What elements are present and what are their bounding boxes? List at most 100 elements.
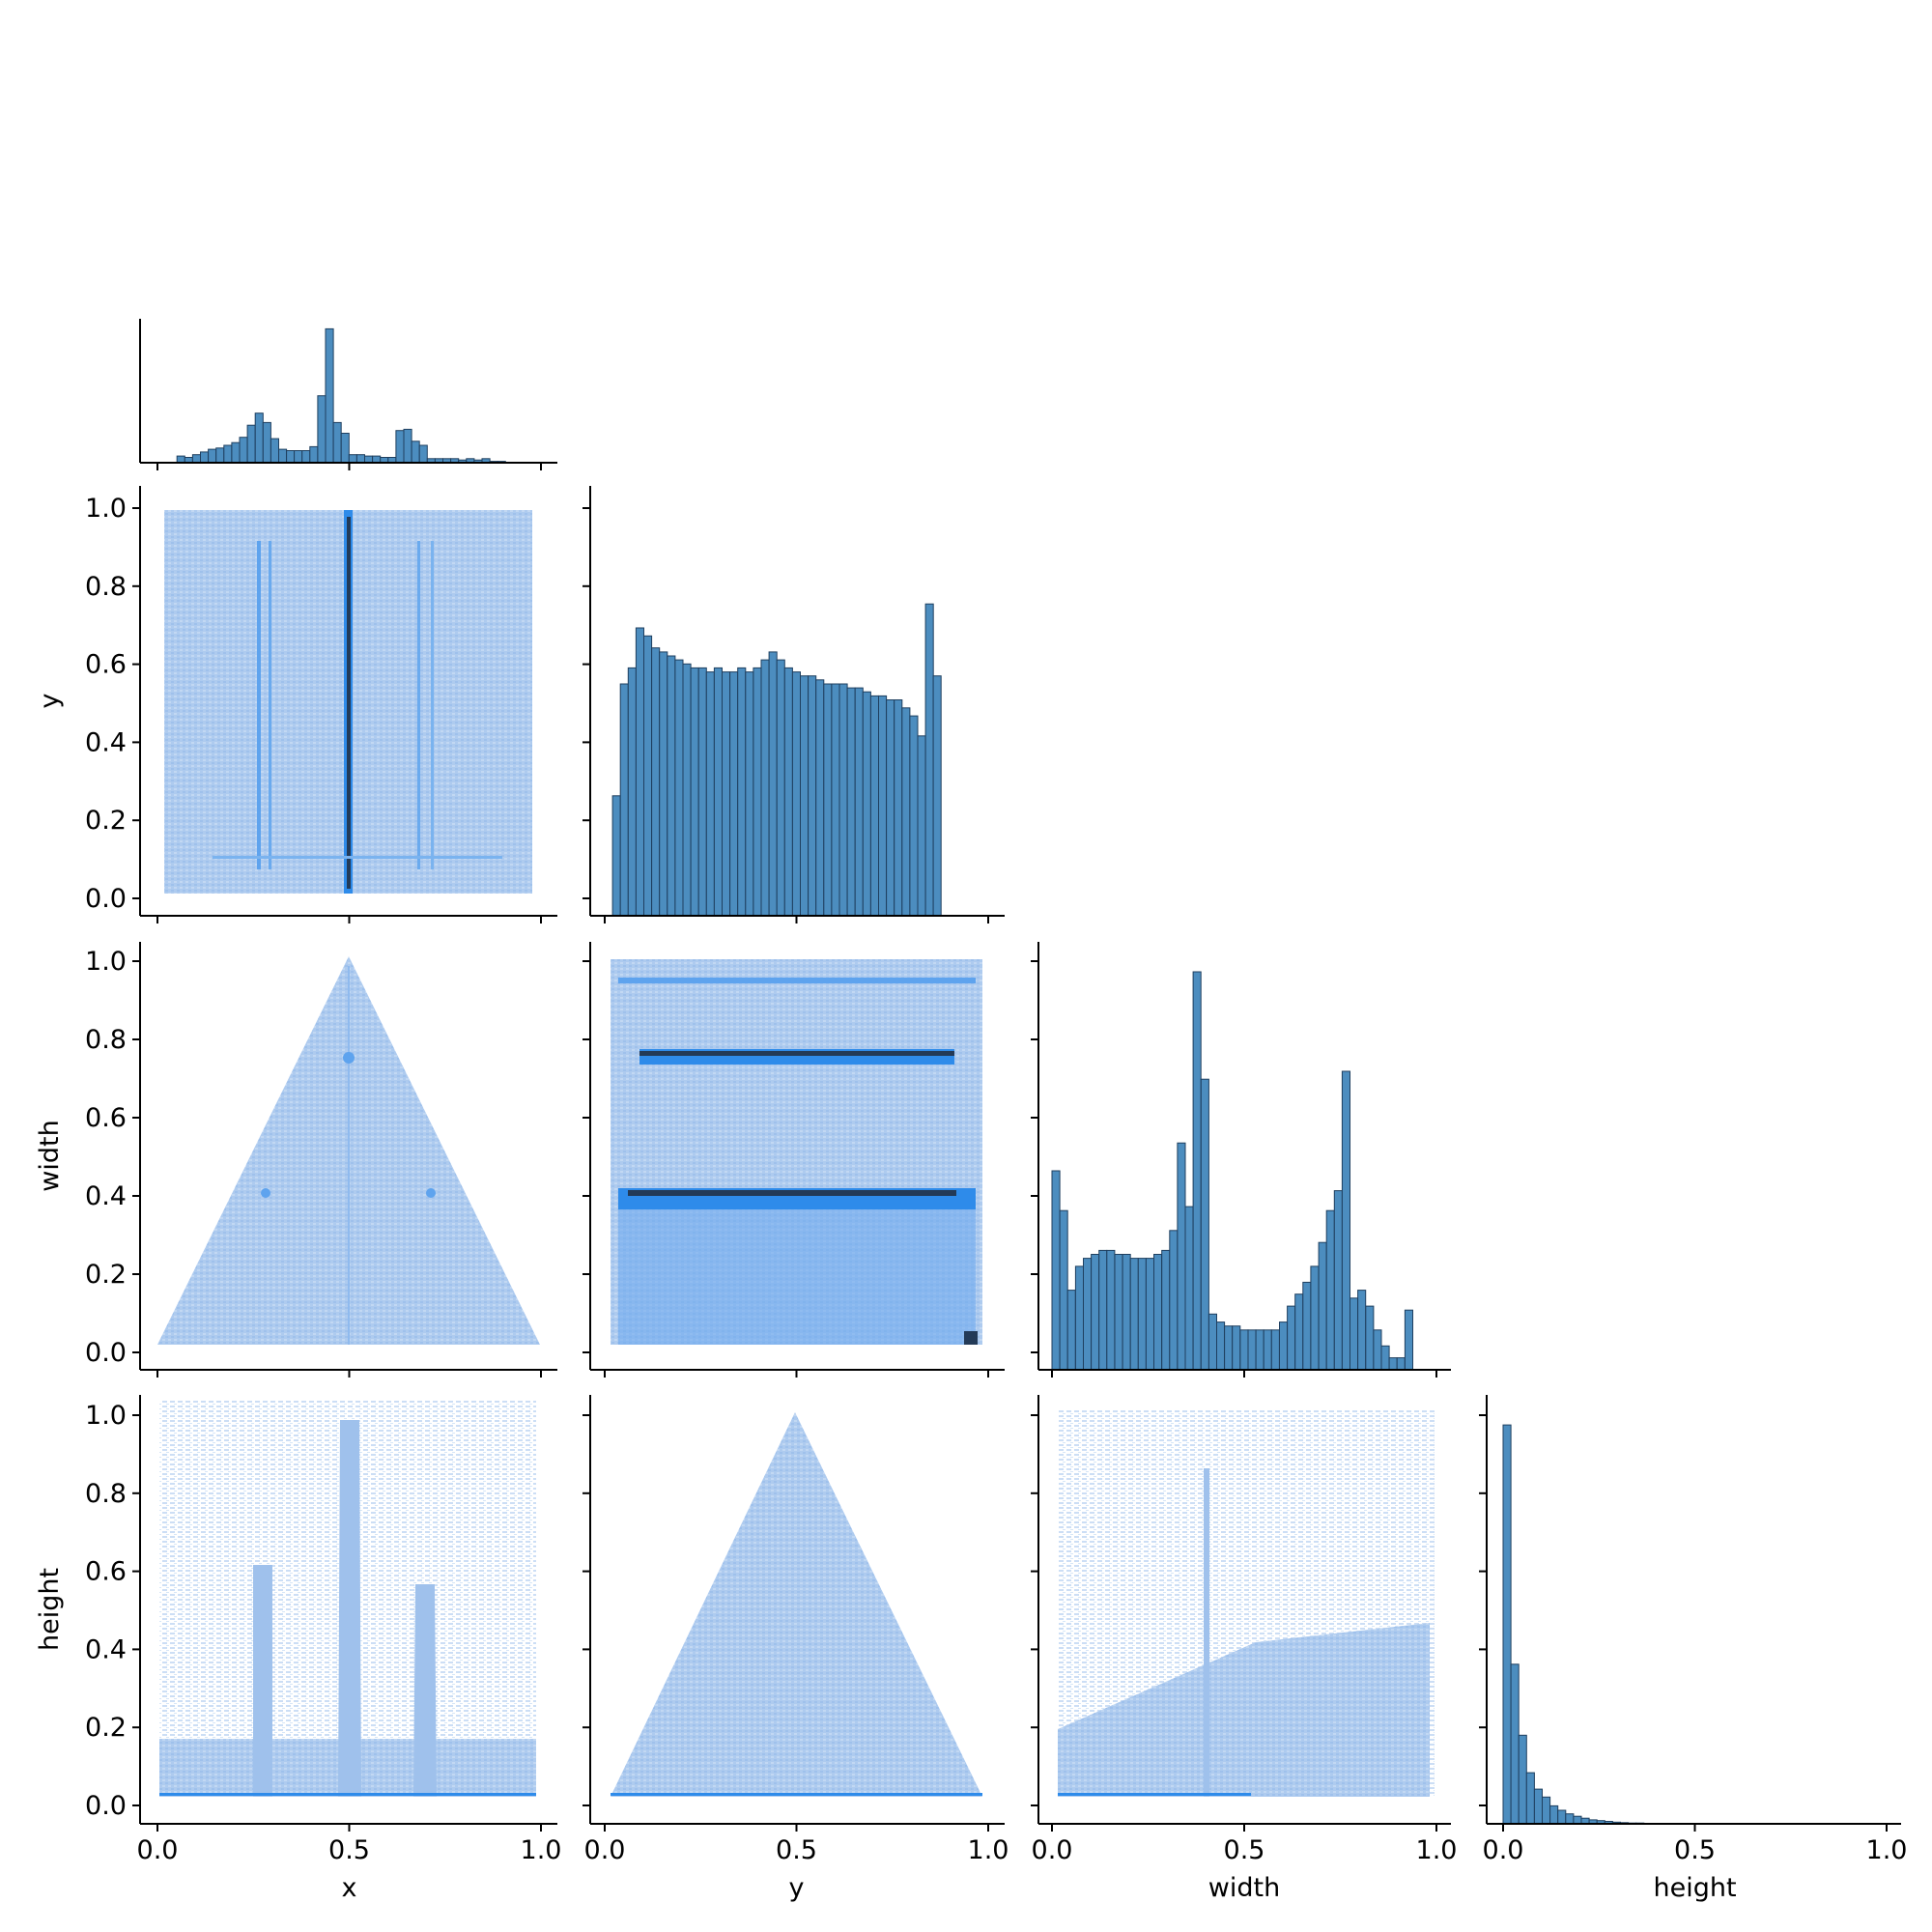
hist-bar-height-6: [1549, 1804, 1559, 1825]
hist-bar-y-7: [659, 651, 668, 917]
hist-bar-y-20: [760, 659, 770, 917]
hist-bar-width-44: [1396, 1357, 1406, 1371]
hist-bar-y-2: [619, 683, 629, 917]
hist-bar-width-30: [1287, 1305, 1296, 1371]
y-axis-label-width: width: [35, 1120, 65, 1191]
hist-bar-width-25: [1247, 1329, 1257, 1371]
hist-bar-y-24: [791, 671, 802, 917]
hist-bar-x-26: [364, 455, 374, 464]
hist-bar-x-6: [208, 448, 217, 464]
hist-bar-x-13: [262, 421, 271, 464]
panel-height-vs-width: [1058, 1410, 1435, 1797]
heat-width-x-center-line: [348, 966, 350, 1345]
y-tick-label: 0.4: [85, 727, 127, 757]
hist-bar-y-11: [690, 667, 699, 917]
hist-bar-width-31: [1294, 1293, 1304, 1371]
axes-r2-c1: [582, 942, 1005, 1378]
hist-bar-x-17: [294, 450, 303, 464]
heat-y-x-band-right: [417, 541, 420, 869]
hist-bar-width-39: [1357, 1290, 1367, 1371]
hist-bar-width-27: [1263, 1329, 1272, 1371]
hist-bar-x-22: [332, 421, 342, 464]
hist-bar-width-36: [1333, 1190, 1343, 1371]
hist-bar-width-20: [1208, 1313, 1218, 1371]
hist-bar-width-41: [1373, 1329, 1382, 1371]
hist-bar-width-40: [1365, 1305, 1375, 1371]
hist-bar-y-31: [846, 687, 856, 917]
hist-bar-width-22: [1224, 1325, 1234, 1371]
hist-bar-x-31: [403, 428, 412, 464]
heat-height-x-baseline: [159, 1793, 536, 1796]
axes-r0-c0: [139, 319, 557, 470]
hist-bar-y-18: [745, 671, 754, 917]
axes: 0.00.20.40.60.81.00.00.20.40.60.81.00.0 0…: [35, 319, 1907, 1903]
hist-bar-x-27: [372, 455, 382, 464]
hist-bar-width-13: [1153, 1254, 1163, 1371]
diagonal-histograms: [176, 327, 1645, 1825]
hist-bar-height-2: [1518, 1734, 1527, 1825]
hist-bar-width-9: [1122, 1254, 1131, 1371]
hist-bar-y-34: [869, 695, 880, 917]
y-axis-label-height: height: [35, 1568, 65, 1651]
hist-bar-width-29: [1279, 1321, 1289, 1371]
heat-height-x-col-left: [253, 1565, 272, 1797]
heat-width-x-spot-left: [261, 1188, 270, 1198]
hist-bar-height-1: [1510, 1663, 1520, 1825]
hist-bar-width-12: [1145, 1258, 1155, 1371]
hist-bar-y-32: [854, 687, 864, 917]
hist-bar-width-32: [1302, 1281, 1312, 1371]
heat-width-y-band-lower-dark: [628, 1190, 956, 1196]
hist-bar-y-15: [722, 671, 731, 917]
y-tick-label: 0.8: [85, 572, 127, 602]
hist-bar-x-2: [176, 455, 185, 464]
axes-r1-c0: 0.0 0.2 0.4 0.6 0.8 1.0: [85, 486, 557, 923]
hist-bar-width-16: [1177, 1142, 1186, 1371]
hist-bar-x-15: [278, 448, 288, 464]
hist-bar-width-28: [1270, 1329, 1280, 1371]
hist-bar-width-14: [1161, 1249, 1171, 1371]
hist-bar-y-29: [831, 683, 840, 917]
panel-width-vs-x: [157, 956, 540, 1345]
panel-height-vs-x: [159, 1401, 536, 1797]
hist-bar-y-22: [776, 659, 785, 917]
y-tick-label: 0.6: [85, 1103, 127, 1133]
hist-bar-width-6: [1098, 1249, 1108, 1371]
hist-bar-x-16: [286, 450, 296, 464]
hist-bar-width-1: [1059, 1209, 1068, 1371]
hist-bar-height-7: [1557, 1809, 1567, 1825]
hist-bar-y-26: [808, 675, 817, 917]
heat-height-y-baseline: [611, 1793, 982, 1796]
y-tick-label: 0.8: [85, 1479, 127, 1509]
hist-bar-x-25: [355, 454, 365, 464]
hist-bar-width-34: [1318, 1241, 1327, 1371]
hist-bar-x-5: [200, 451, 210, 464]
hist-bar-y-35: [878, 695, 888, 917]
heat-width-y-band-upper-dark: [639, 1051, 954, 1056]
hist-bar-y-17: [737, 667, 747, 917]
y-tick-label: 0.6: [85, 1557, 127, 1587]
heat-y-x-bottom-line: [213, 856, 502, 859]
x-tick-label: 1.0: [521, 1835, 562, 1865]
hist-bar-width-38: [1350, 1297, 1359, 1371]
hist-bar-width-26: [1255, 1329, 1264, 1371]
y-tick-label: 1.0: [85, 947, 127, 977]
heat-width-y-corner: [964, 1331, 978, 1345]
hist-bar-x-9: [231, 441, 241, 464]
heat-width-x-spot-right: [426, 1188, 436, 1198]
x-tick-label: 0.0: [584, 1835, 626, 1865]
x-tick-label: 0.5: [1224, 1835, 1265, 1865]
x-tick-label: 1.0: [1416, 1835, 1458, 1865]
hist-bar-y-16: [729, 671, 739, 917]
axes-r3-c3: 0.0 0.5 1.0: [1479, 1395, 1907, 1865]
x-tick-label: 1.0: [968, 1835, 1009, 1865]
hist-bar-y-10: [682, 663, 692, 917]
hist-bar-x-10: [239, 437, 248, 464]
axes-r2-c0: 0.0 0.2 0.4 0.6 0.8 1.0: [85, 942, 557, 1378]
hist-bar-x-23: [340, 433, 350, 464]
hist-bar-y-38: [901, 707, 911, 917]
hist-bar-x-19: [309, 445, 319, 464]
hist-bar-x-8: [223, 444, 233, 464]
heat-y-x-band-center-dark: [347, 517, 351, 889]
axes-r3-c2: 0.0 0.5 1.0: [1031, 1395, 1457, 1865]
